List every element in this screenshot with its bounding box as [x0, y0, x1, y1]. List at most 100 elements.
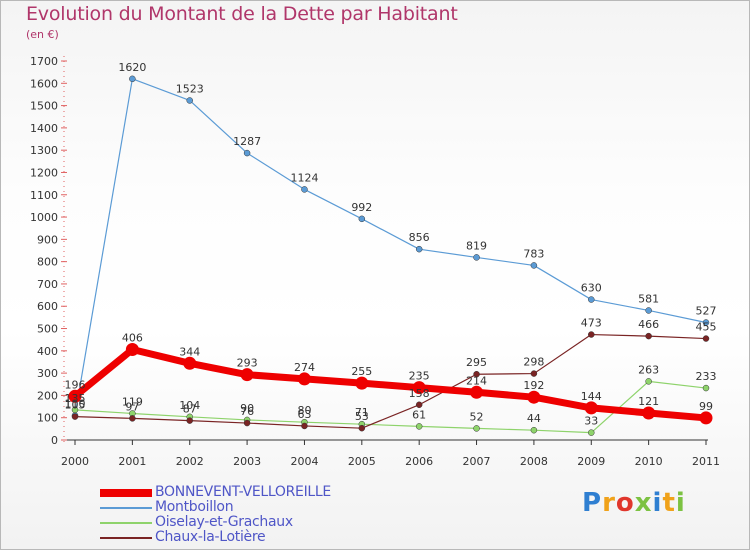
- data-point: [527, 390, 541, 404]
- y-tick-label: 1500: [30, 100, 58, 113]
- data-label: 1124: [290, 171, 318, 184]
- legend-label: BONNEVENT-VELLOREILLE: [155, 484, 331, 500]
- y-tick-label: 700: [37, 278, 58, 291]
- data-label: 263: [638, 363, 659, 376]
- chart-unit-label: (en €): [26, 28, 59, 41]
- data-label: 783: [523, 247, 544, 260]
- data-point: [642, 406, 656, 420]
- y-tick-label: 900: [37, 233, 58, 246]
- data-label: 473: [581, 317, 602, 330]
- y-tick-label: 1100: [30, 189, 58, 202]
- x-tick-label: 2007: [463, 455, 491, 468]
- x-tick-label: 2005: [348, 455, 376, 468]
- data-label: 293: [237, 357, 258, 370]
- y-tick-label: 400: [37, 345, 58, 358]
- legend-label: Montboillon: [155, 499, 234, 515]
- data-point: [412, 381, 426, 395]
- data-point: [584, 401, 598, 415]
- data-label: 992: [351, 201, 372, 214]
- data-label: 233: [696, 370, 717, 383]
- data-label: 1523: [176, 82, 204, 95]
- data-point: [588, 331, 595, 338]
- x-tick-label: 2000: [61, 455, 89, 468]
- data-label: 406: [122, 331, 143, 344]
- data-point: [186, 97, 193, 104]
- y-tick-label: 200: [37, 389, 58, 402]
- x-tick-label: 2008: [520, 455, 548, 468]
- y-tick-label: 600: [37, 300, 58, 313]
- data-label: 527: [696, 305, 717, 318]
- data-point: [125, 342, 139, 356]
- data-label: 274: [294, 361, 315, 374]
- series-line-2: [74, 380, 707, 434]
- data-label: 581: [638, 292, 659, 305]
- data-label: 87: [183, 403, 197, 416]
- data-label: 295: [466, 356, 487, 369]
- data-label: 97: [125, 400, 139, 413]
- data-label: 80: [297, 404, 311, 417]
- data-point: [645, 332, 652, 340]
- data-point: [358, 424, 366, 432]
- x-tick-label: 2011: [692, 455, 720, 468]
- data-label: 235: [409, 370, 430, 383]
- data-label: 214: [466, 374, 487, 387]
- data-point: [702, 384, 710, 392]
- data-point: [473, 425, 480, 432]
- data-point: [240, 368, 254, 382]
- data-label: 255: [351, 365, 372, 378]
- legend-swatch: [100, 507, 152, 509]
- data-point: [129, 75, 136, 83]
- data-label: 192: [523, 379, 544, 392]
- data-point: [699, 411, 713, 425]
- series-line-1: [74, 78, 707, 417]
- data-point: [645, 307, 652, 314]
- data-point: [183, 356, 197, 370]
- data-label: 76: [240, 405, 254, 418]
- data-point: [415, 423, 423, 430]
- data-label: 630: [581, 282, 602, 295]
- data-point: [530, 262, 538, 269]
- data-label: 196: [65, 378, 86, 391]
- legend-swatch: [100, 489, 152, 497]
- data-point: [358, 215, 366, 223]
- data-point: [301, 422, 308, 430]
- data-label: 90: [240, 402, 254, 415]
- data-label: 121: [638, 395, 659, 408]
- data-point: [129, 415, 136, 422]
- data-point: [243, 419, 251, 427]
- data-label: 1620: [118, 61, 146, 74]
- data-point: [702, 335, 710, 342]
- data-label: 71: [355, 406, 369, 419]
- data-labels-layer: 196 406 344 293 274 255 235 214 192 144 121 99 110 16…: [65, 61, 717, 428]
- y-tick-label: 1000: [30, 211, 58, 224]
- data-point: [415, 401, 423, 409]
- proxiti-logo: Proxiti: [582, 488, 686, 518]
- y-tick-label: 100: [37, 412, 58, 425]
- data-label: 144: [581, 390, 602, 403]
- data-label: 52: [470, 410, 484, 423]
- data-label: 344: [179, 345, 200, 358]
- series-line-3: [74, 333, 707, 429]
- x-tick-label: 2010: [635, 455, 663, 468]
- data-label: 63: [297, 408, 311, 421]
- legend-label: Oiselay-et-Grachaux: [155, 514, 293, 530]
- chart-title: Evolution du Montant de la Dette par Hab…: [26, 3, 458, 25]
- data-label: 110: [65, 397, 86, 410]
- y-tick-label: 0: [51, 434, 58, 447]
- data-label: 33: [584, 415, 598, 428]
- data-point: [530, 426, 538, 434]
- y-tick-label: 500: [37, 323, 58, 336]
- legend-label: Chaux-la-Lotière: [155, 529, 266, 545]
- data-point: [530, 370, 538, 377]
- data-point: [186, 417, 193, 424]
- legend-swatch: [100, 537, 152, 539]
- data-point: [71, 413, 79, 420]
- data-point: [702, 319, 710, 326]
- data-label: 53: [355, 410, 369, 423]
- x-tick-label: 2006: [405, 455, 433, 468]
- data-label: 99: [699, 400, 713, 413]
- data-point: [588, 296, 595, 303]
- data-point: [301, 186, 308, 193]
